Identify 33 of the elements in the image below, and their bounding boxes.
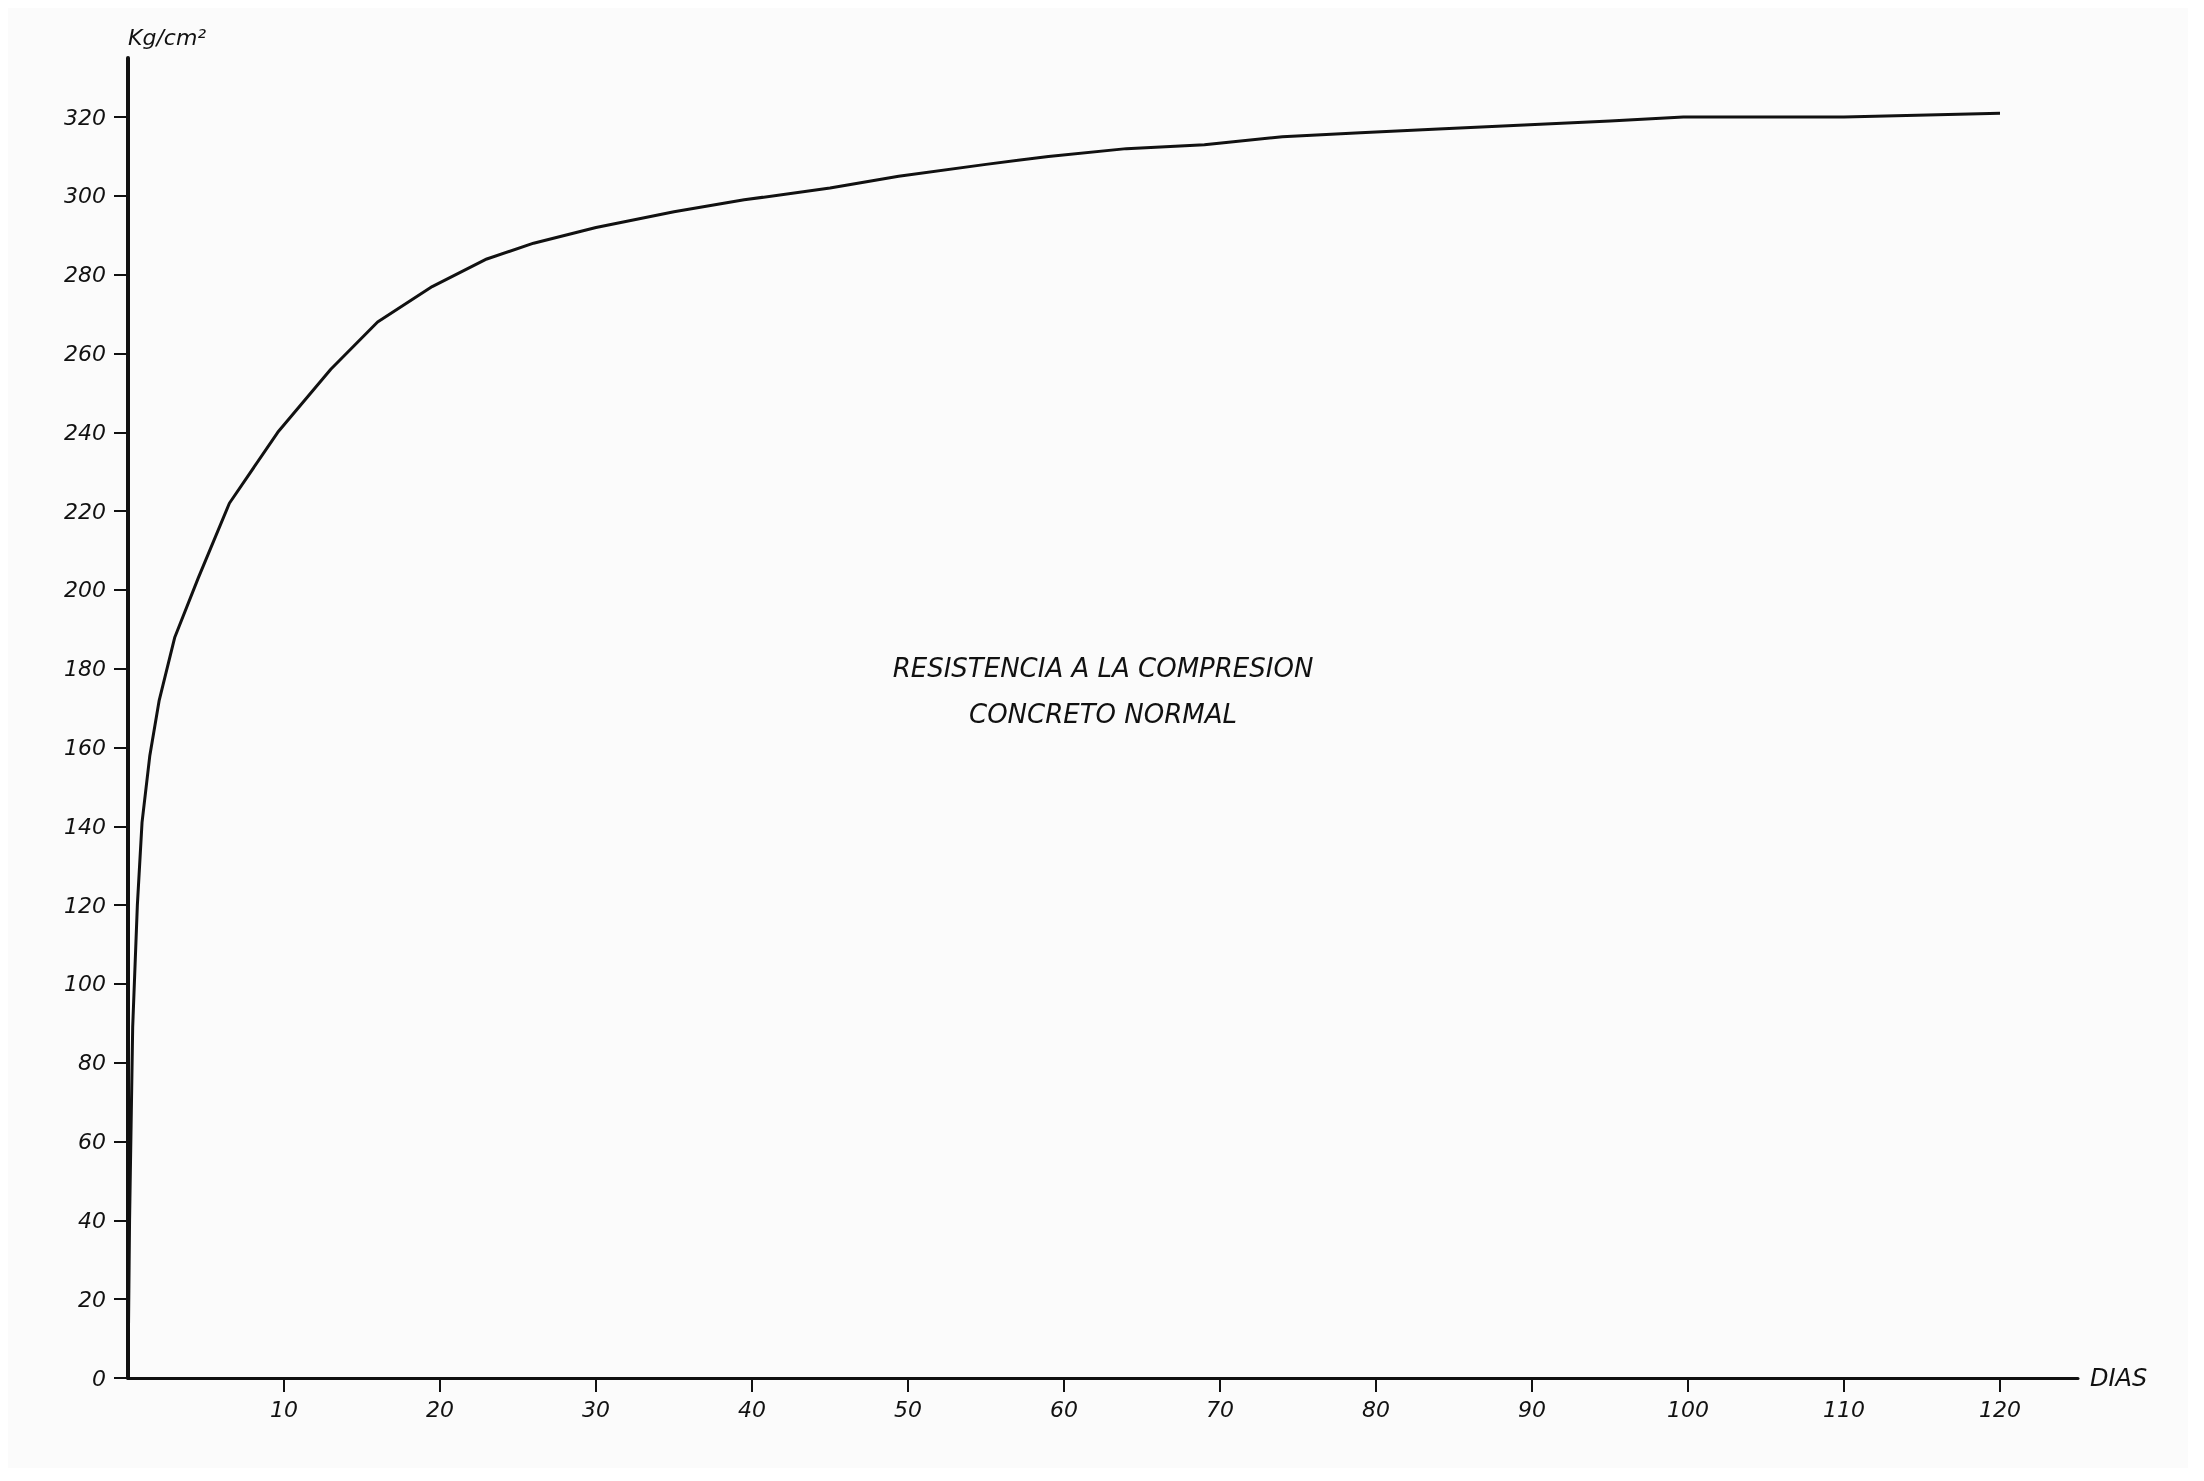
x-tick-label: 90 [1518, 1396, 1546, 1422]
y-tick-label: 280 [64, 262, 106, 288]
text: RESISTENCIA A LA COMPRESION [892, 653, 1314, 684]
y-tick-label: 320 [64, 104, 106, 130]
y-tick-label: 260 [64, 341, 106, 367]
y-tick-label: 60 [78, 1129, 106, 1155]
y-tick-label: 120 [64, 892, 106, 918]
x-tick-label: 70 [1206, 1396, 1234, 1422]
x-tick-label: 30 [582, 1396, 610, 1422]
y-tick-label: 160 [64, 735, 106, 761]
y-tick-label: 140 [64, 813, 106, 839]
x-tick-label: 10 [270, 1396, 298, 1422]
y-tick-label: 180 [64, 656, 106, 682]
y-tick-label: 80 [78, 1050, 106, 1076]
x-tick-label: 110 [1823, 1396, 1865, 1422]
x-axis-title: DIAS [2090, 1364, 2148, 1392]
y-tick-label: 220 [64, 498, 106, 524]
y-tick-label: 0 [92, 1365, 106, 1391]
y-tick-label: 100 [64, 971, 106, 997]
y-tick-label: 300 [64, 183, 106, 209]
x-tick-label: 60 [1050, 1396, 1078, 1422]
x-tick-label: 50 [894, 1396, 922, 1422]
y-tick-label: 240 [64, 419, 106, 445]
x-tick-label: 100 [1667, 1396, 1709, 1422]
text: CONCRETO NORMAL [968, 699, 1238, 730]
x-tick-label: 120 [1979, 1396, 2021, 1422]
y-tick-label: 40 [78, 1207, 106, 1233]
y-axis-title: Kg/cm² [128, 24, 207, 50]
x-tick-label: 20 [426, 1396, 454, 1422]
x-tick-label: 40 [738, 1396, 766, 1422]
y-tick-label: 200 [64, 577, 106, 603]
x-tick-label: 80 [1362, 1396, 1390, 1422]
y-tick-label: 20 [78, 1286, 106, 1312]
